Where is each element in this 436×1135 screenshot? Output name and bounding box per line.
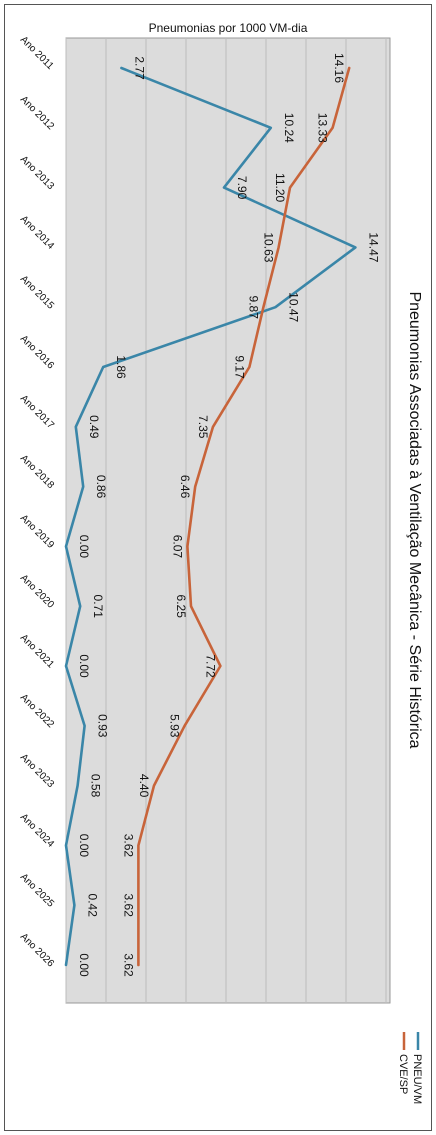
- data-label-cve: 6.46: [178, 475, 192, 499]
- category-tick-label: Ano 2021: [18, 632, 56, 670]
- data-label-pneu: 10.24: [282, 113, 296, 143]
- data-label-pneu: 7.90: [235, 176, 249, 200]
- data-label-cve: 6.25: [174, 595, 188, 619]
- chart-title: Pneumonias por 1000 VM-dia: [149, 21, 308, 35]
- series-line-pneu: [64, 66, 357, 967]
- category-tick-label: Ano 2011: [18, 34, 56, 72]
- data-label-cve: 3.62: [121, 894, 135, 918]
- data-label-pneu: 1.86: [114, 355, 128, 379]
- data-label-pneu: 0.00: [77, 834, 91, 858]
- data-label-cve: 9.17: [232, 355, 246, 379]
- category-tick-label: Ano 2014: [18, 214, 56, 252]
- data-label-cve: 14.16: [332, 53, 346, 83]
- data-label-cve: 5.93: [168, 714, 182, 738]
- data-label-pneu: 0.42: [85, 894, 99, 918]
- category-tick-label: Ano 2013: [18, 154, 56, 192]
- category-tick-label: Ano 2022: [18, 692, 56, 730]
- category-tick-label: Ano 2018: [18, 453, 56, 491]
- data-label-cve: 3.62: [121, 953, 135, 977]
- series-line-cve: [137, 66, 351, 967]
- series-group: [64, 66, 357, 967]
- legend-label-cve: CVE/SP: [397, 1054, 409, 1094]
- data-label-pneu: 0.00: [77, 654, 91, 678]
- data-label-pneu: 10.47: [286, 292, 300, 322]
- legend: PNEU/VM CVE/SP: [397, 1032, 423, 1104]
- data-label-pneu: 0.93: [96, 714, 110, 738]
- data-label-pneu: 14.47: [366, 232, 380, 262]
- category-tick-label: Ano 2025: [18, 872, 56, 910]
- data-label-cve: 10.63: [262, 232, 276, 262]
- category-tick-label: Ano 2023: [18, 752, 56, 790]
- category-axis: Ano 2011 Ano 2012 Ano 2013 Ano 2014 Ano 2015…: [18, 34, 56, 969]
- data-label-pneu: 0.86: [94, 475, 108, 499]
- plot-area: [65, 37, 391, 1004]
- data-label-cve: 13.33: [316, 113, 330, 143]
- data-label-cve: 4.40: [137, 774, 151, 798]
- category-tick-label: Ano 2015: [18, 274, 56, 312]
- category-tick-label: Ano 2024: [18, 812, 56, 850]
- category-tick-label: Ano 2026: [18, 931, 56, 969]
- data-label-cve: 3.62: [121, 834, 135, 858]
- data-label-cve: 7.72: [203, 654, 217, 678]
- data-label-cve: 9.87: [246, 296, 260, 320]
- category-tick-label: Ano 2016: [18, 333, 56, 371]
- gridlines: [65, 38, 387, 1003]
- data-label-cve: 6.07: [170, 535, 184, 559]
- data-label-cve: 11.20: [273, 173, 287, 202]
- data-label-pneu: 0.00: [77, 953, 91, 977]
- data-label-pneu: 0.71: [91, 595, 105, 619]
- data-label-pneu: 0.58: [89, 774, 103, 798]
- legend-label-pneu: PNEU/VM: [411, 1054, 423, 1104]
- chart-border: [4, 4, 432, 1131]
- category-tick-label: Ano 2019: [18, 513, 56, 551]
- category-tick-label: Ano 2017: [18, 393, 56, 431]
- data-labels: 2.77 10.24 7.90 14.47 10.47 1.86 0.49 0.86 0.00 0…: [77, 53, 380, 977]
- data-label-pneu: 0.00: [77, 535, 91, 559]
- data-label-pneu: 0.49: [87, 415, 101, 439]
- chart-side-title: Pneumonias Associadas à Ventilação Mecân…: [406, 291, 423, 748]
- data-label-cve: 7.35: [196, 415, 210, 439]
- category-tick-label: Ano 2012: [18, 94, 56, 132]
- data-label-pneu: 2.77: [132, 56, 146, 80]
- category-tick-label: Ano 2020: [18, 573, 56, 611]
